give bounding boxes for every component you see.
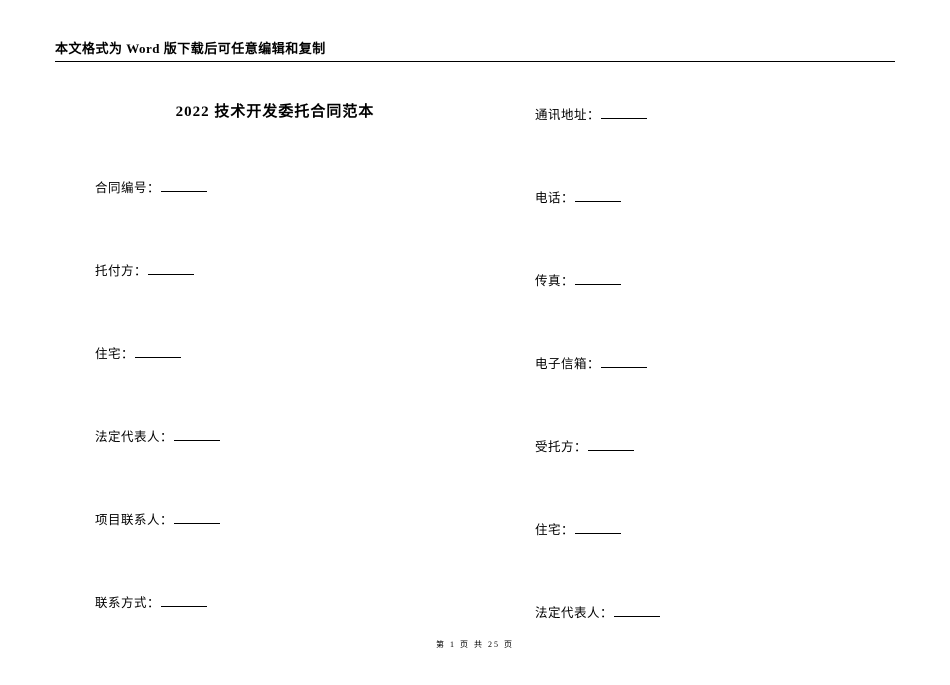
field-label: 合同编号： [95, 181, 160, 195]
field-label: 电话： [535, 191, 574, 205]
field-blank [135, 346, 181, 358]
field-fax: 传真： [535, 270, 895, 289]
left-column: 2022 技术开发委托合同范本 合同编号： 托付方： 住宅： 法定代表人： 项目… [95, 100, 455, 685]
field-legal-rep: 法定代表人： [95, 426, 455, 445]
field-contact-method: 联系方式： [95, 592, 455, 611]
field-label: 受托方： [535, 440, 587, 454]
field-email: 电子信箱： [535, 353, 895, 372]
field-residence: 住宅： [95, 343, 455, 362]
field-label: 电子信箱： [535, 357, 600, 371]
page-footer: 第 1 页 共 25 页 [0, 639, 950, 650]
field-label: 法定代表人： [535, 606, 613, 620]
document-title: 2022 技术开发委托合同范本 [95, 100, 455, 121]
field-label: 法定代表人： [95, 430, 173, 444]
field-blank [575, 190, 621, 202]
field-blank [174, 429, 220, 441]
field-blank [575, 522, 621, 534]
field-mail-address: 通讯地址： [535, 104, 895, 123]
field-legal-rep-2: 法定代表人： [535, 602, 895, 621]
field-contract-number: 合同编号： [95, 177, 455, 196]
field-project-contact: 项目联系人： [95, 509, 455, 528]
field-blank [174, 512, 220, 524]
field-blank [588, 439, 634, 451]
right-column: 通讯地址： 电话： 传真： 电子信箱： 受托方： 住宅： 法定代表人： [535, 102, 895, 685]
field-label: 通讯地址： [535, 108, 600, 122]
field-blank [601, 356, 647, 368]
content-area: 2022 技术开发委托合同范本 合同编号： 托付方： 住宅： 法定代表人： 项目… [55, 100, 895, 685]
field-blank [148, 263, 194, 275]
field-residence-2: 住宅： [535, 519, 895, 538]
field-label: 住宅： [95, 347, 134, 361]
field-phone: 电话： [535, 187, 895, 206]
header-notice: 本文格式为 Word 版下载后可任意编辑和复制 [55, 38, 895, 62]
page: 本文格式为 Word 版下载后可任意编辑和复制 2022 技术开发委托合同范本 … [0, 0, 950, 672]
field-label: 项目联系人： [95, 513, 173, 527]
field-blank [575, 273, 621, 285]
field-blank [161, 595, 207, 607]
field-client: 托付方： [95, 260, 455, 279]
field-label: 传真： [535, 274, 574, 288]
field-blank [161, 180, 207, 192]
field-label: 住宅： [535, 523, 574, 537]
field-blank [614, 605, 660, 617]
field-label: 联系方式： [95, 596, 160, 610]
field-label: 托付方： [95, 264, 147, 278]
field-trustee: 受托方： [535, 436, 895, 455]
field-blank [601, 107, 647, 119]
